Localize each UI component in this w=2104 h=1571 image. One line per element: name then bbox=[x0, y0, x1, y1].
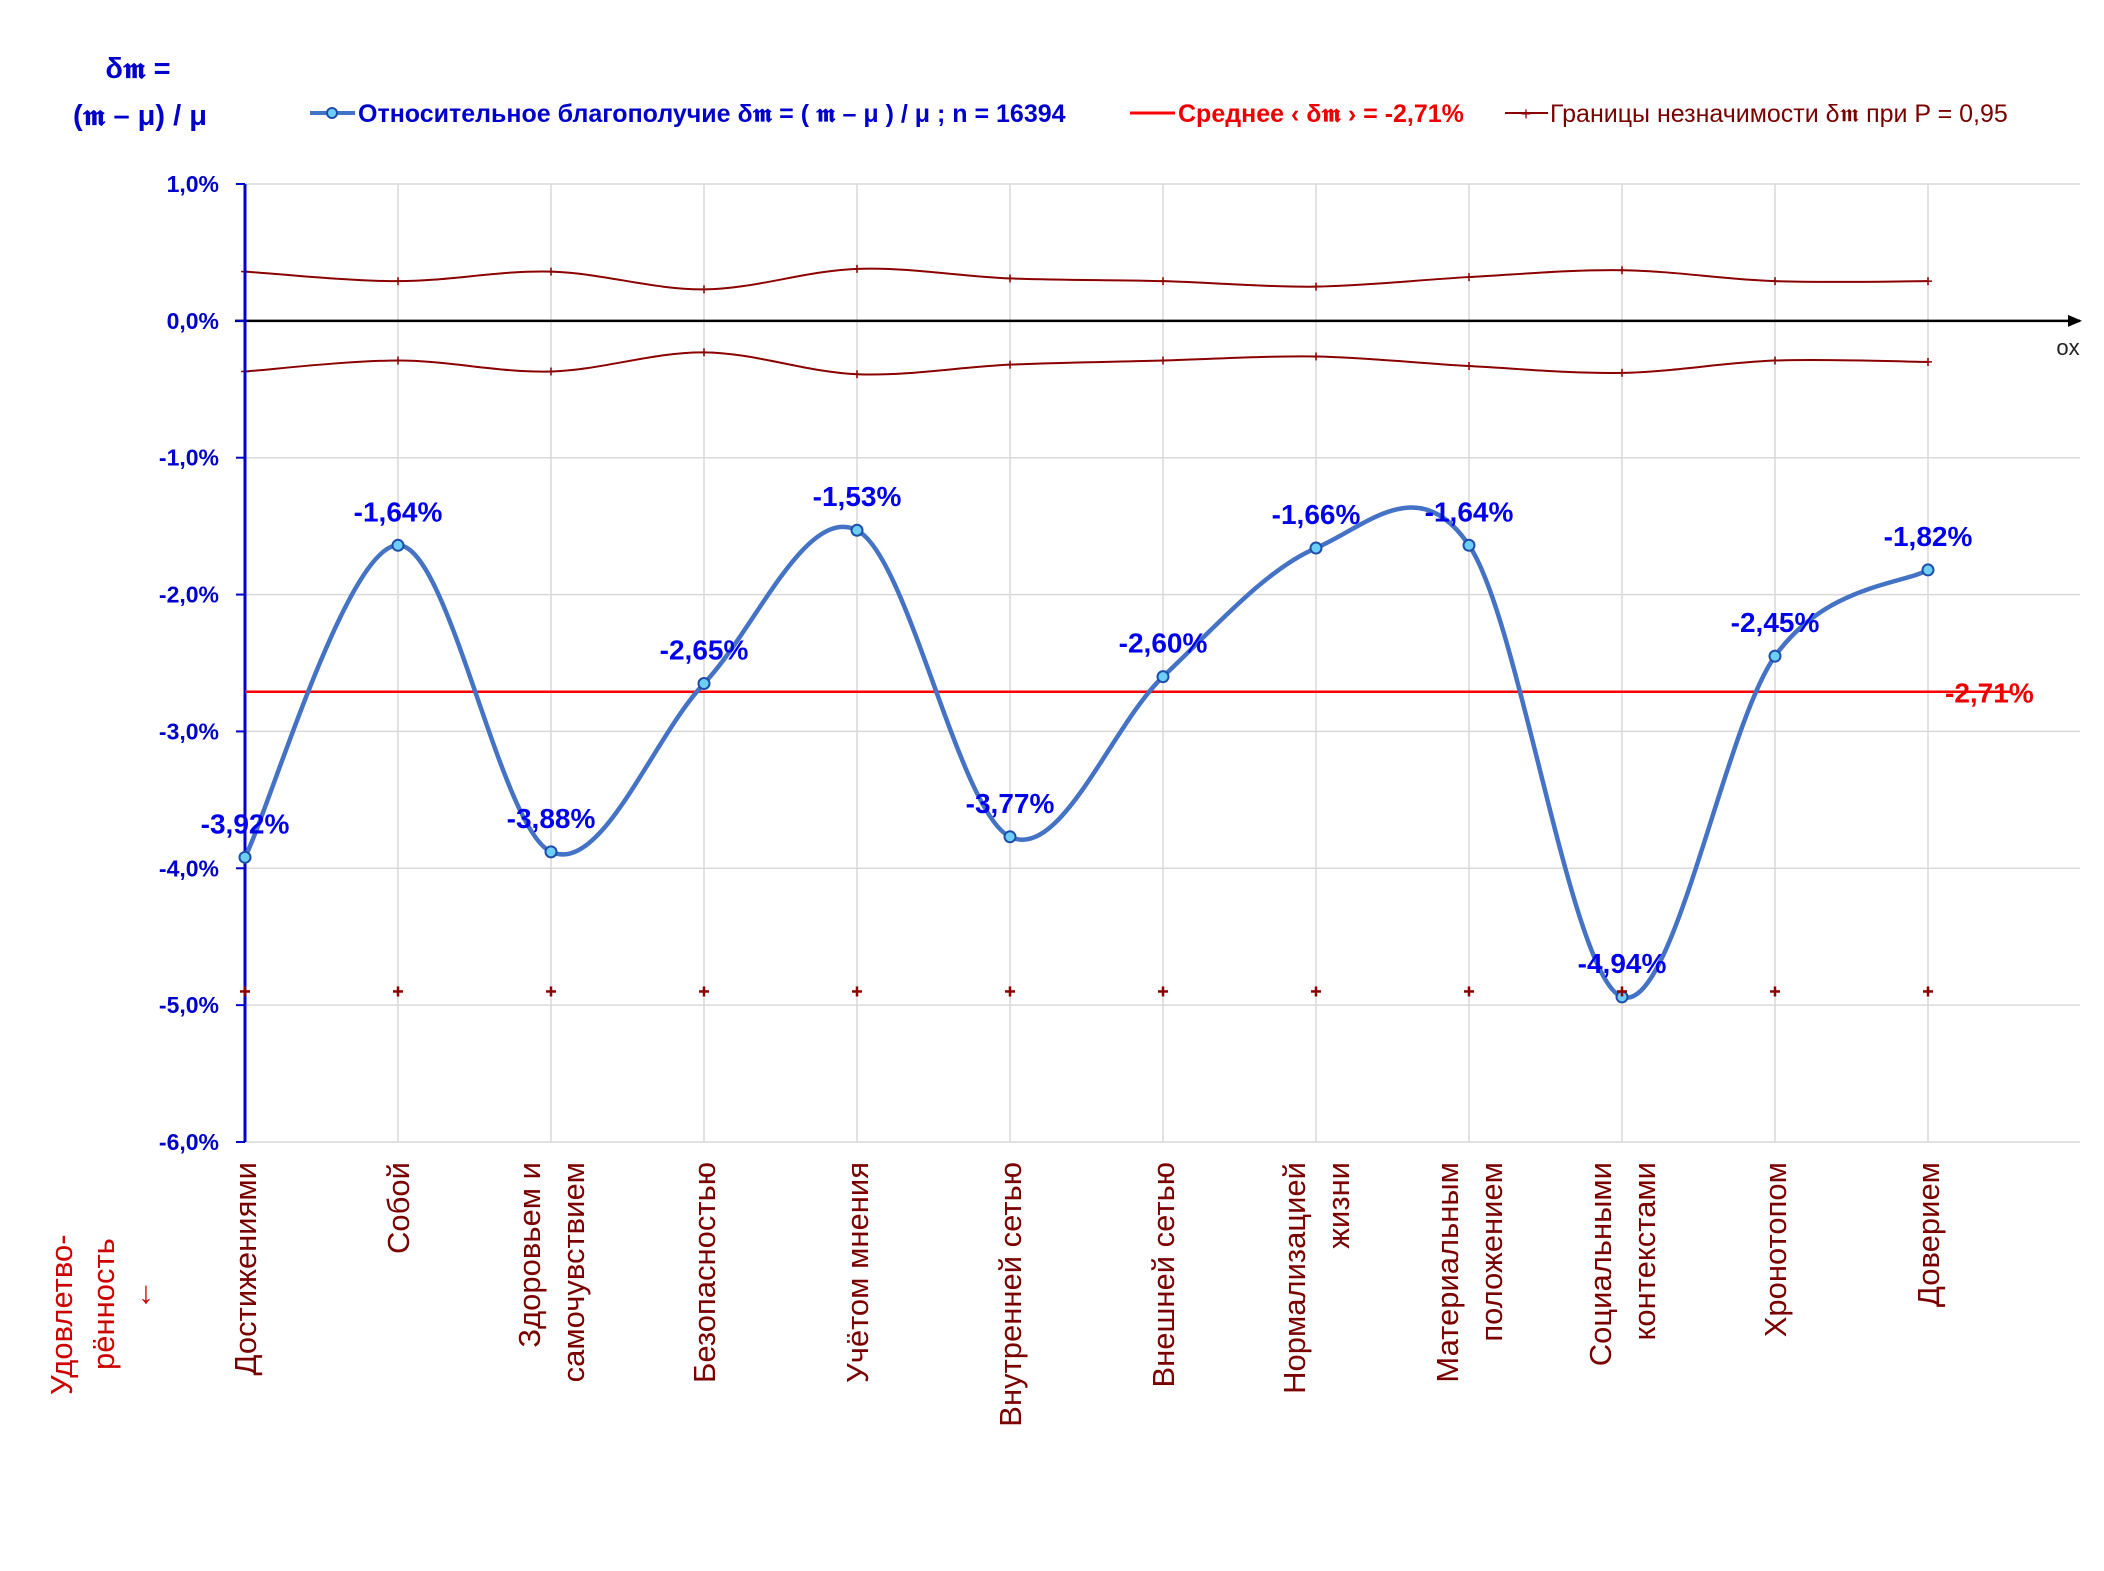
category-label: Нормализацией bbox=[1277, 1162, 1312, 1394]
category-label: Учётом мнения bbox=[840, 1162, 875, 1383]
y-tick-label: -5,0% bbox=[159, 992, 219, 1018]
legend-bounds-text: Границы незначимости δ𝖒 при P = 0,95 bbox=[1550, 100, 2008, 128]
x-axis-name: ox bbox=[2056, 335, 2079, 360]
data-label: -1,66% bbox=[1272, 499, 1361, 530]
category-label: Собой bbox=[381, 1162, 416, 1254]
data-point bbox=[697, 677, 711, 691]
category-label: Социальными bbox=[1583, 1162, 1618, 1366]
zero-axis bbox=[235, 314, 2082, 327]
mean-line-group: -2,71% bbox=[245, 678, 2034, 709]
data-point bbox=[1003, 830, 1017, 844]
ox-arrow-icon bbox=[2068, 314, 2082, 327]
y-tick-label: -6,0% bbox=[159, 1129, 219, 1155]
category-label: Внутренней сетью bbox=[993, 1162, 1028, 1427]
y-tick-label: -2,0% bbox=[159, 582, 219, 608]
series-line bbox=[242, 505, 1930, 1000]
legend-series-text: Относительное благополучие δ𝖒 = ( 𝖒 – μ … bbox=[358, 100, 1066, 128]
data-point bbox=[544, 845, 558, 859]
data-label: -3,88% bbox=[507, 803, 596, 834]
data-point bbox=[1309, 541, 1323, 555]
data-point bbox=[391, 538, 405, 552]
category-labels: Достижениями Собой Здоровьем и самочувствие… bbox=[228, 1162, 1946, 1427]
data-label: -3,77% bbox=[966, 788, 1055, 819]
corner-label-line2: рённость bbox=[86, 1238, 121, 1370]
category-label: контекстами bbox=[1627, 1162, 1662, 1341]
corner-label: Удовлетво- рённость ↓ bbox=[44, 1234, 154, 1395]
data-label: -2,45% bbox=[1731, 607, 1820, 638]
data-point bbox=[238, 850, 252, 864]
data-point bbox=[1462, 538, 1476, 552]
lower-bound-line bbox=[244, 351, 1929, 376]
corner-label-line1: Удовлетво- bbox=[44, 1234, 79, 1395]
category-label: жизни bbox=[1321, 1162, 1356, 1249]
y-tick-label: 0,0% bbox=[167, 308, 219, 334]
data-label: -1,64% bbox=[1425, 496, 1514, 527]
data-point bbox=[1921, 563, 1935, 577]
category-label: Достижениями bbox=[228, 1162, 263, 1375]
data-label: -2,65% bbox=[660, 635, 749, 666]
data-label: -1,64% bbox=[354, 496, 443, 527]
category-label: Хронотопом bbox=[1758, 1162, 1793, 1337]
significance-bounds bbox=[241, 264, 1932, 379]
y-tick-label: -3,0% bbox=[159, 718, 219, 744]
upper-bound-line bbox=[244, 267, 1929, 291]
data-label: -3,92% bbox=[201, 808, 290, 839]
gridlines bbox=[245, 183, 2080, 1143]
corner-label-line3: ↓ bbox=[138, 1275, 154, 1310]
mean-label: -2,71% bbox=[1945, 678, 2034, 709]
data-label: -1,53% bbox=[813, 481, 902, 512]
category-label: самочувствием bbox=[556, 1162, 591, 1382]
series-group: -3,92% -1,64% -3,88% -2,65% -1,53% -3,77% -2,6… bbox=[201, 481, 1973, 1004]
legend-series-marker bbox=[326, 107, 338, 119]
y-axis: 1,0% 0,0% -1,0% -2,0% -3,0% -4,0% -5,0% -6,0% bbox=[159, 171, 247, 1155]
data-point bbox=[850, 523, 864, 537]
y-tick-label: 1,0% bbox=[167, 171, 219, 197]
category-label: Здоровьем и bbox=[512, 1162, 547, 1348]
category-label: Внешней сетью bbox=[1146, 1162, 1181, 1388]
y-axis-title-line1: δ𝖒 = bbox=[105, 53, 170, 85]
data-label: -2,60% bbox=[1119, 628, 1208, 659]
y-axis-title-line2: (𝖒 – μ) / μ bbox=[73, 100, 207, 132]
category-label: Безопасностью bbox=[687, 1162, 722, 1383]
data-point bbox=[1156, 670, 1170, 684]
category-label: положением bbox=[1474, 1162, 1509, 1342]
legend: Относительное благополучие δ𝖒 = ( 𝖒 – μ … bbox=[310, 100, 2008, 128]
category-label: Доверием bbox=[1911, 1162, 1946, 1307]
data-point bbox=[1768, 649, 1782, 663]
y-tick-label: -4,0% bbox=[159, 855, 219, 881]
y-tick-label: -1,0% bbox=[159, 445, 219, 471]
data-label: -1,82% bbox=[1884, 521, 1973, 552]
legend-mean-text: Среднее ‹ δ𝖒 › = -2,71% bbox=[1178, 100, 1464, 128]
category-label: Материальным bbox=[1430, 1162, 1465, 1383]
legend-bounds-marker: + bbox=[1521, 104, 1532, 124]
data-label: -4,94% bbox=[1578, 948, 1667, 979]
marker-row bbox=[240, 986, 1933, 997]
